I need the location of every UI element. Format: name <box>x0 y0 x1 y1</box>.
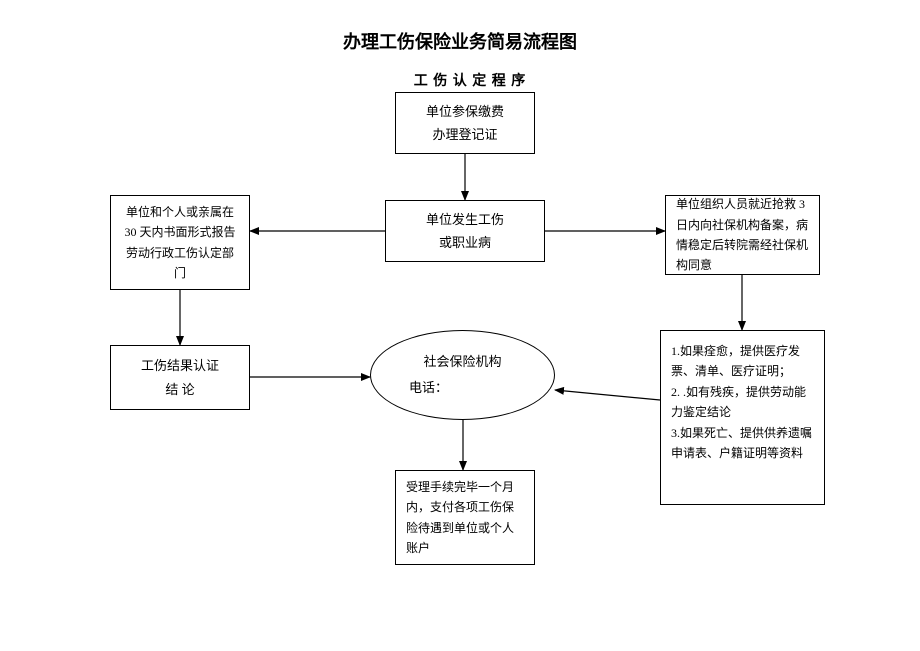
node-agency-line2: 电话： <box>371 375 448 401</box>
node-injury: 单位发生工伤 或职业病 <box>385 200 545 262</box>
main-title: 办理工伤保险业务简易流程图 <box>310 28 610 54</box>
node-rescue: 单位组织人员就近抢救 3 日内向社保机构备案，病情稳定后转院需经社保机构同意 <box>665 195 820 275</box>
node-report-text: 单位和个人或亲属在 30 天内书面形式报告劳动行政工伤认定部门 <box>121 202 239 284</box>
node-conclusion-line1: 工伤结果认证 <box>141 354 219 377</box>
node-enroll: 单位参保缴费 办理登记证 <box>395 92 535 154</box>
node-enroll-line1: 单位参保缴费 <box>426 100 504 123</box>
edge-n7-n6 <box>555 390 660 400</box>
node-docs: 1.如果痊愈，提供医疗发票、清单、医疗证明； 2. .如有残疾，提供劳动能力鉴定… <box>660 330 825 505</box>
node-payment-text: 受理手续完毕一个月内，支付各项工伤保险待遇到单位或个人账户 <box>406 477 524 559</box>
node-agency: 社会保险机构 电话： <box>370 330 555 420</box>
node-injury-line1: 单位发生工伤 <box>426 208 504 231</box>
sub-title: 工 伤 认 定 程 序 <box>390 70 550 90</box>
node-conclusion: 工伤结果认证 结 论 <box>110 345 250 410</box>
node-payment: 受理手续完毕一个月内，支付各项工伤保险待遇到单位或个人账户 <box>395 470 535 565</box>
node-docs-text: 1.如果痊愈，提供医疗发票、清单、医疗证明； 2. .如有残疾，提供劳动能力鉴定… <box>671 341 814 463</box>
node-report: 单位和个人或亲属在 30 天内书面形式报告劳动行政工伤认定部门 <box>110 195 250 290</box>
node-rescue-text: 单位组织人员就近抢救 3 日内向社保机构备案，病情稳定后转院需经社保机构同意 <box>676 194 809 276</box>
node-injury-line2: 或职业病 <box>439 231 491 254</box>
node-agency-line1: 社会保险机构 <box>423 349 501 375</box>
node-conclusion-line2: 结 论 <box>165 378 194 401</box>
node-enroll-line2: 办理登记证 <box>432 123 497 146</box>
